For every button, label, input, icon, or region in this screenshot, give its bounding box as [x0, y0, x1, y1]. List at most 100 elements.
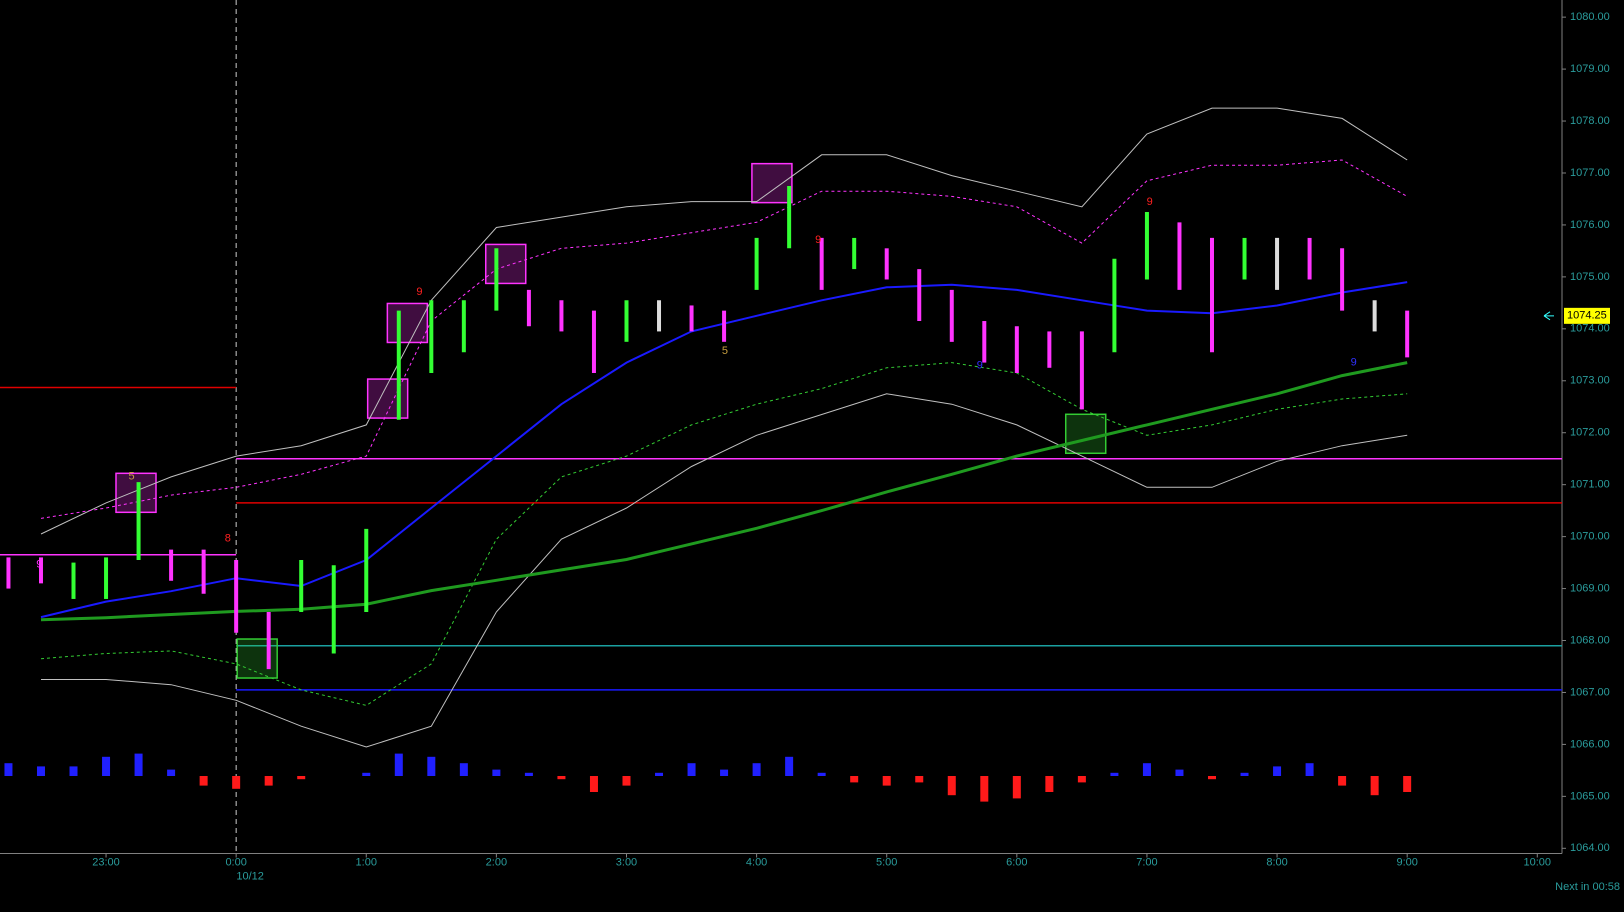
x-tick-label: 3:00: [616, 856, 637, 868]
setup-count: 9: [1147, 196, 1153, 208]
setup-count: 9: [416, 286, 422, 298]
setup-count: 9: [977, 360, 983, 372]
oscillator-bar: [1142, 763, 1151, 776]
oscillator-bar: [102, 756, 111, 776]
y-tick-label: 1069.00: [1570, 582, 1610, 594]
oscillator-bar: [980, 776, 989, 802]
oscillator-bar: [915, 776, 924, 783]
oscillator-bar: [1077, 776, 1086, 783]
x-tick-label: 23:00: [92, 856, 120, 868]
oscillator-bar: [622, 776, 631, 786]
setup-count: 9: [815, 234, 821, 246]
oscillator-bar: [1273, 766, 1282, 776]
oscillator-bar: [785, 756, 794, 776]
setup-count: 5: [128, 470, 134, 482]
indicator-line: [40, 361, 1408, 622]
indicator-line: [40, 159, 1408, 519]
oscillator-bar: [1403, 776, 1412, 792]
last-price-arrow: [1543, 311, 1554, 321]
oscillator-bar: [687, 763, 696, 776]
indicator-line: [40, 107, 1408, 535]
x-tick-label: 2:00: [486, 856, 507, 868]
x-tick-label: 4:00: [746, 856, 767, 868]
oscillator-bar: [394, 753, 403, 776]
oscillator-bar: [199, 776, 208, 786]
y-tick-label: 1077.00: [1570, 167, 1610, 179]
oscillator-bar: [36, 766, 45, 776]
last-price-label: 1074.25: [1567, 310, 1607, 322]
oscillator-bar: [1110, 772, 1119, 776]
oscillator-bar: [1207, 776, 1216, 780]
y-tick-label: 1065.00: [1570, 790, 1610, 802]
y-tick-label: 1078.00: [1570, 115, 1610, 127]
oscillator-bar: [264, 776, 273, 786]
indicator-line: [41, 393, 1408, 748]
setup-box: [366, 378, 409, 419]
y-tick-label: 1080.00: [1570, 11, 1610, 23]
oscillator-bar: [459, 763, 468, 776]
setup-count: 9: [36, 558, 42, 570]
x-tick-label: 9:00: [1396, 856, 1417, 868]
setup-count: 5: [722, 345, 728, 357]
x-tick-label: 1:00: [356, 856, 377, 868]
y-tick-label: 1068.00: [1570, 634, 1610, 646]
oscillator-bar: [589, 776, 598, 792]
oscillator-bar: [167, 769, 176, 776]
last-price-box: [1564, 307, 1610, 324]
oscillator-bar: [1012, 776, 1021, 799]
setup-box: [115, 472, 157, 514]
oscillator-bar: [882, 776, 891, 786]
y-tick-label: 1075.00: [1570, 271, 1610, 283]
oscillator-bar: [752, 763, 761, 776]
setup-box: [236, 638, 278, 679]
oscillator-bar: [850, 776, 859, 783]
y-tick-label: 1076.00: [1570, 219, 1610, 231]
oscillator-bar: [557, 776, 566, 780]
setup-count: 9: [1351, 356, 1357, 368]
y-tick-label: 1066.00: [1570, 738, 1610, 750]
indicator-line: [40, 362, 1408, 706]
y-tick-label: 1067.00: [1570, 686, 1610, 698]
date-label: 10/12: [236, 870, 264, 882]
x-tick-label: 7:00: [1136, 856, 1157, 868]
y-tick-label: 1071.00: [1570, 479, 1610, 491]
oscillator-bar: [134, 753, 143, 776]
x-tick-label: 6:00: [1006, 856, 1027, 868]
oscillator-bar: [297, 776, 306, 780]
y-tick-label: 1073.00: [1570, 375, 1610, 387]
setup-box: [1064, 413, 1107, 455]
x-tick-label: 0:00: [225, 856, 246, 868]
setup-box: [751, 162, 793, 204]
oscillator-bar: [1370, 776, 1379, 796]
oscillator-bar: [720, 769, 729, 776]
y-tick-label: 1072.00: [1570, 427, 1610, 439]
oscillator-bar: [524, 772, 533, 776]
setup-box: [386, 302, 429, 344]
y-tick-label: 1064.00: [1570, 842, 1610, 854]
setup-count: 8: [225, 532, 231, 544]
setup-box: [484, 243, 527, 285]
oscillator-bar: [1175, 769, 1184, 776]
oscillator-bar: [1305, 763, 1314, 776]
oscillator-bar: [1240, 772, 1249, 776]
oscillator-bar: [362, 772, 371, 776]
x-tick-label: 10:00: [1524, 856, 1552, 868]
x-tick-label: 5:00: [876, 856, 897, 868]
oscillator-bar: [492, 769, 501, 776]
oscillator-bar: [4, 763, 13, 776]
oscillator-bar: [1045, 776, 1054, 792]
oscillator-bar: [655, 772, 664, 776]
oscillator-bar: [69, 766, 78, 776]
y-tick-label: 1079.00: [1570, 63, 1610, 75]
oscillator-bar: [817, 772, 826, 776]
y-tick-label: 1074.00: [1570, 323, 1610, 335]
status-label: Next in 00:58: [1555, 881, 1620, 893]
oscillator-bar: [1338, 776, 1347, 786]
x-tick-label: 8:00: [1266, 856, 1287, 868]
oscillator-bar: [232, 776, 241, 789]
oscillator-bar: [947, 776, 956, 796]
y-tick-label: 1070.00: [1570, 531, 1610, 543]
oscillator-bar: [427, 756, 436, 776]
